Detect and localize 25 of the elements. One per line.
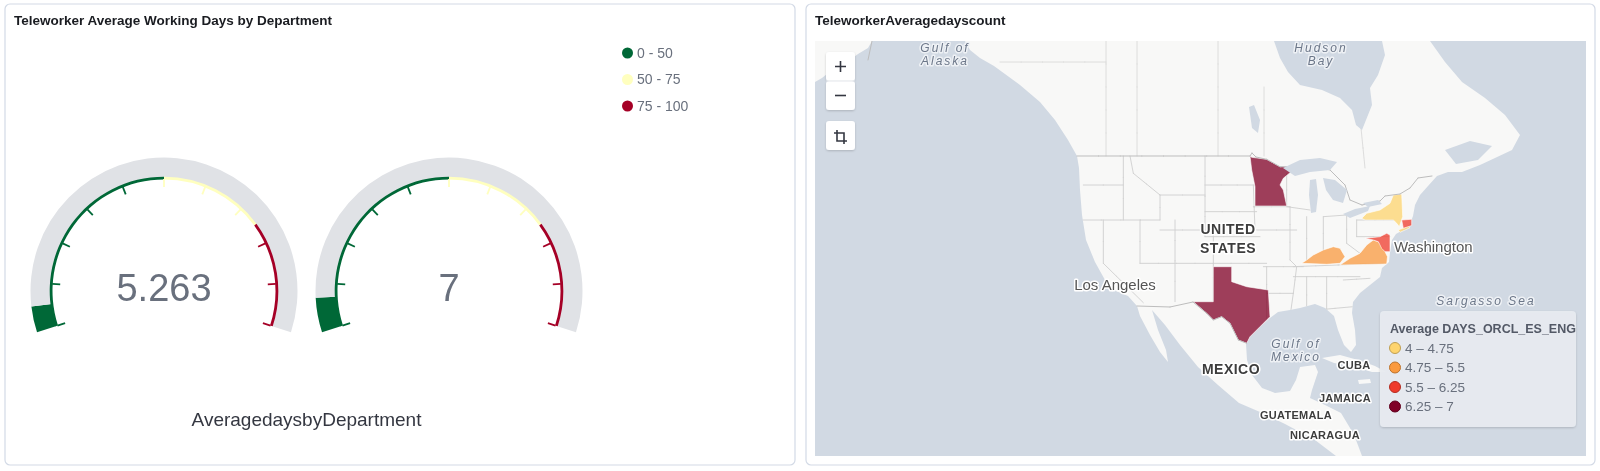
category-label: 4 – 4.75	[1405, 340, 1454, 356]
text: TeleworkerAveragedayscount	[815, 12, 1007, 28]
text: Gulf of Alaska	[919, 41, 970, 68]
text: Washington	[1394, 238, 1473, 255]
legend-label: 50 - 75	[637, 71, 681, 88]
text: 5.263	[116, 267, 212, 309]
chart-title: Teleworker Average Working Days by Department	[14, 12, 333, 28]
category-label: 4.75 – 5.5	[1405, 360, 1466, 376]
text: Sargasso Sea	[1436, 294, 1536, 308]
category-label: 5.5 – 6.25	[1405, 379, 1466, 395]
text: JAMAICA	[1318, 392, 1372, 404]
text: GUATEMALA	[1259, 409, 1333, 421]
legend-label: 75 - 100	[637, 97, 689, 114]
text: NICARAGUA	[1290, 429, 1360, 441]
legend-title: Average DAYS_ORCL_ES_ENG	[1390, 322, 1576, 336]
text: CUBA	[1337, 359, 1371, 371]
text: UNITED STATES	[1199, 221, 1257, 256]
legend-label: 0 - 50	[637, 44, 674, 61]
text: AveragedaysbyDepartment	[191, 409, 423, 430]
text: Gulf of Mexico	[1270, 337, 1322, 364]
category-label: 6.25 – 7	[1405, 399, 1454, 415]
text: MEXICO	[1201, 361, 1261, 377]
text: Hudson Bay	[1294, 41, 1348, 68]
text: Los Angeles	[1074, 276, 1156, 293]
text: 7	[438, 267, 460, 309]
